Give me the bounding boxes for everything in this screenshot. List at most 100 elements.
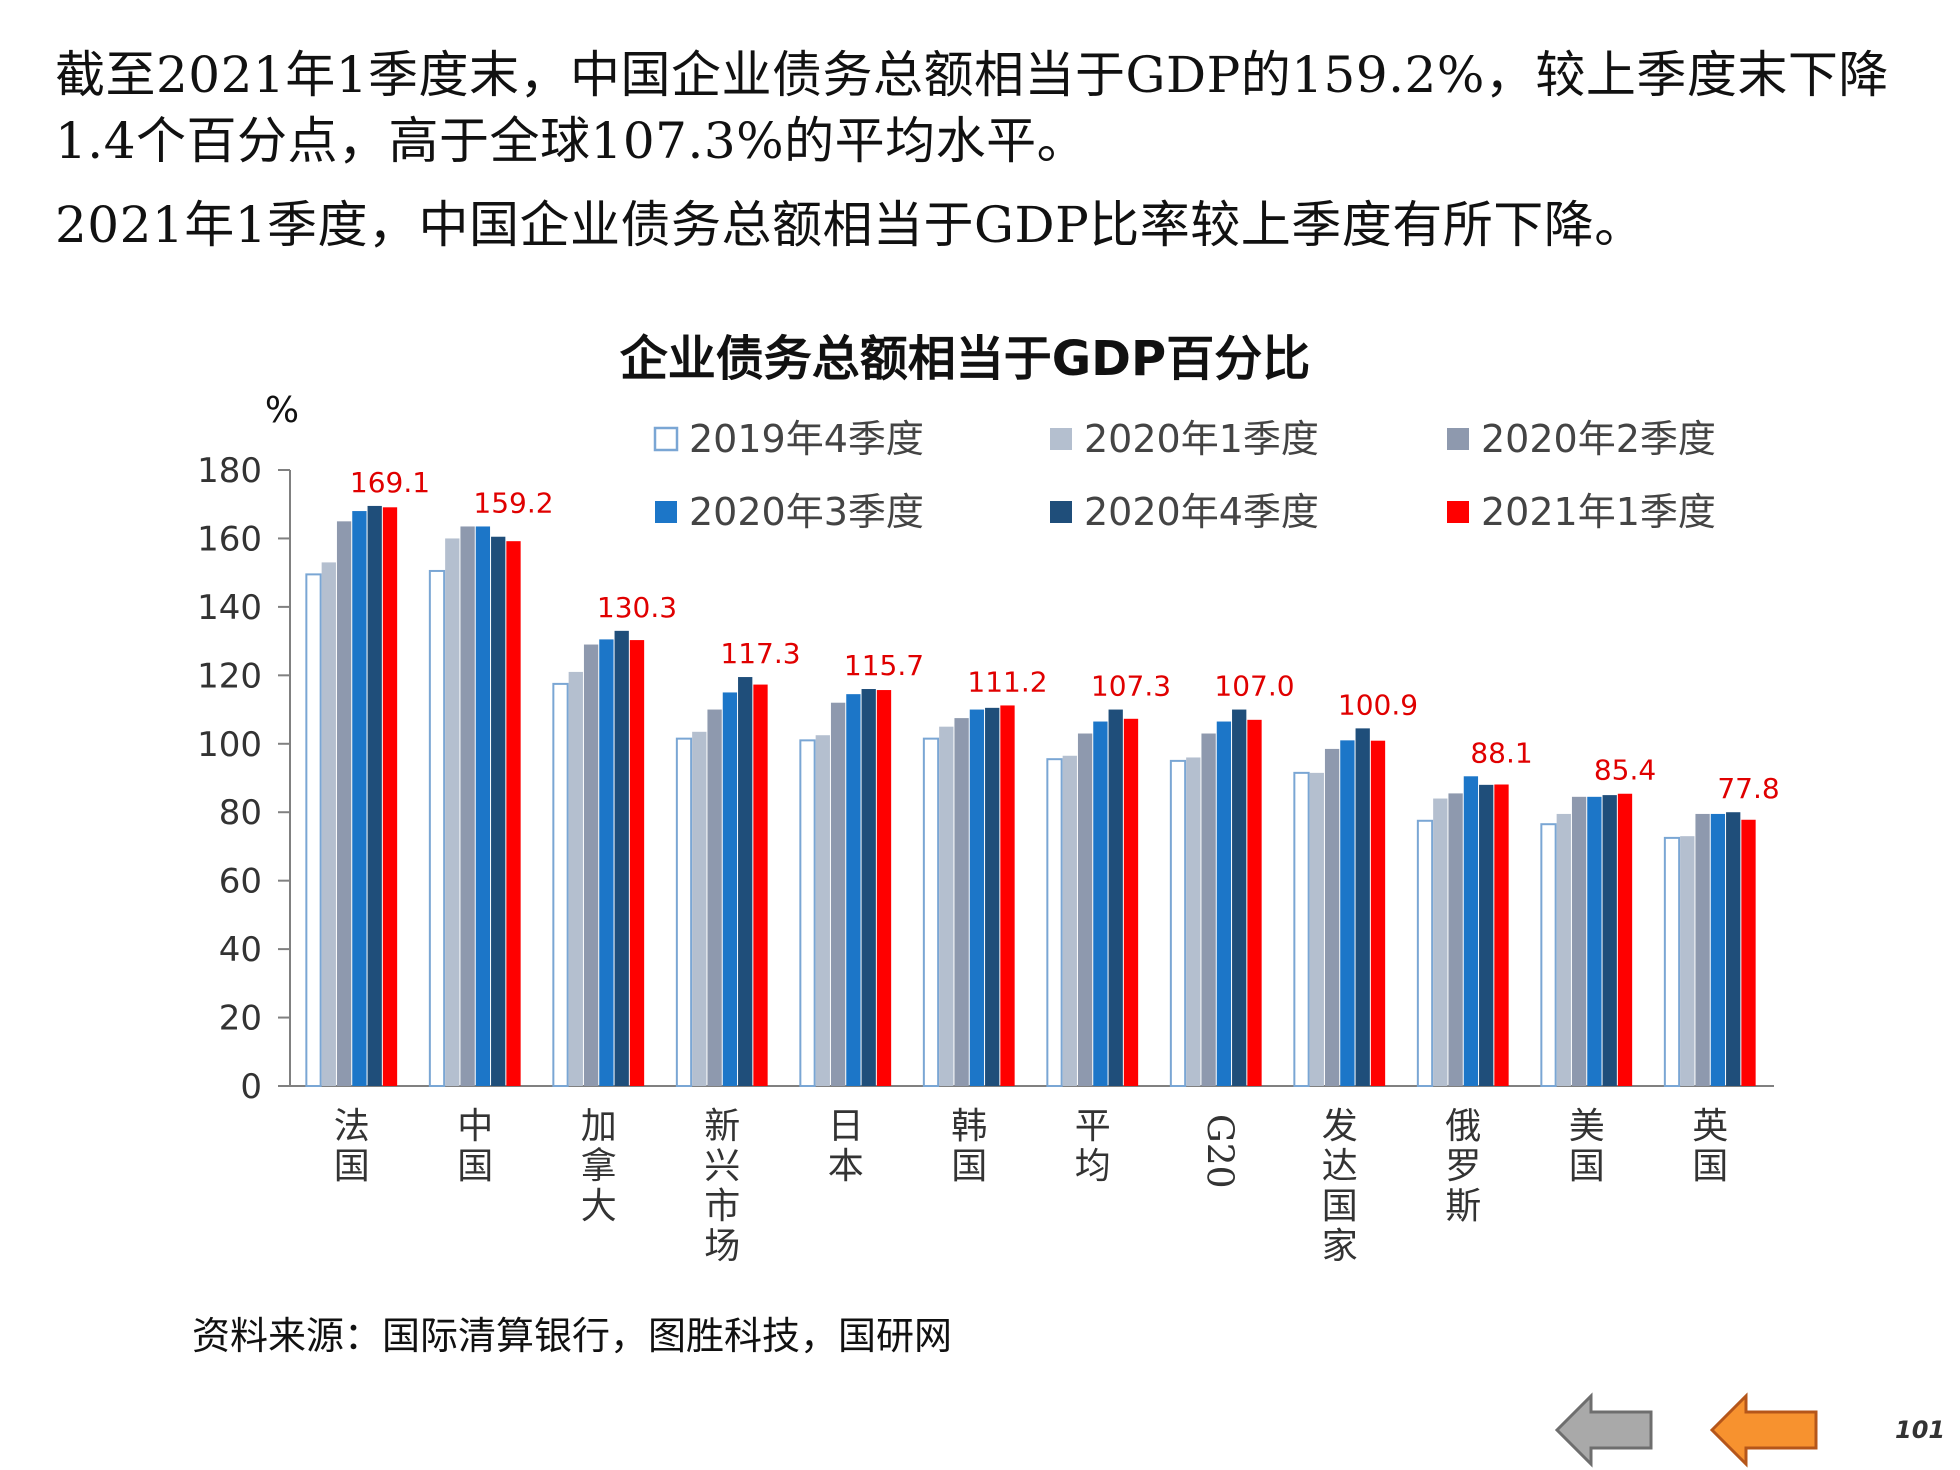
bar-2021年1季度 — [1000, 705, 1015, 1086]
bar-2020年2季度 — [1695, 813, 1710, 1086]
bar-2019年4季度 — [1046, 758, 1063, 1087]
data-label: 111.2 — [967, 665, 1047, 698]
bar-2019年4季度 — [1663, 836, 1681, 1088]
data-label: 107.3 — [1091, 670, 1171, 703]
arrow-left-gray-icon[interactable] — [1555, 1392, 1655, 1468]
y-tick-label: 140 — [197, 588, 262, 628]
bar-2020年3季度 — [1340, 740, 1355, 1086]
category-label: 俄罗斯 — [1445, 1106, 1481, 1227]
bar-2020年1季度 — [692, 731, 707, 1086]
bar-2020年2季度 — [954, 718, 969, 1086]
bar-2021年1季度 — [1617, 793, 1633, 1086]
bar-2020年4季度 — [985, 707, 1000, 1086]
bar-2019年4季度 — [1416, 819, 1434, 1087]
bar-2019年4季度 — [552, 682, 569, 1087]
legend-swatch — [1447, 428, 1469, 450]
bar-2021年1季度 — [382, 507, 398, 1086]
source-note: 资料来源：国际清算银行，图胜科技，国研网 — [192, 1314, 953, 1358]
bar-2020年4季度 — [367, 505, 382, 1086]
bar-2020年3季度 — [1463, 776, 1479, 1086]
y-axis-unit: % — [265, 390, 299, 431]
category-label: 美国 — [1569, 1106, 1605, 1187]
bar-2020年2季度 — [336, 521, 352, 1086]
category-label: G20 — [1198, 1114, 1239, 1189]
bar-2021年1季度 — [1247, 719, 1262, 1086]
bar-2020年2季度 — [1448, 793, 1463, 1086]
bar-chart: 企业债务总额相当于GDP百分比% 0 20 40 60 80 100 120 140 160 180… — [197, 331, 1780, 1267]
data-label: 159.2 — [473, 486, 553, 519]
bar-2020年2季度 — [1571, 796, 1587, 1086]
category-label: 加拿大 — [581, 1106, 617, 1227]
arrow-left-orange-icon[interactable] — [1710, 1392, 1820, 1468]
bar-2019年4季度 — [1293, 771, 1310, 1087]
bar-2020年1季度 — [1309, 772, 1324, 1086]
bar-2020年3季度 — [599, 639, 614, 1086]
legend-label: 2020年3季度 — [689, 490, 924, 534]
bar-2019年4季度 — [1540, 823, 1557, 1087]
data-label: 77.8 — [1717, 772, 1779, 805]
intro-line-1: 截至2021年1季度末，中国企业债务总额相当于GDP的159.2%，较上季度末下… — [55, 46, 1889, 170]
bar-2020年4季度 — [1602, 795, 1617, 1086]
data-label: 169.1 — [350, 466, 430, 499]
bar-2021年1季度 — [629, 640, 645, 1086]
data-label: 130.3 — [597, 591, 677, 624]
bar-2021年1季度 — [1741, 819, 1756, 1086]
category-label: 韩国 — [951, 1106, 987, 1187]
bar-2020年3季度 — [1587, 796, 1602, 1086]
legend-swatch — [653, 426, 679, 452]
y-tick-label: 60 — [219, 862, 262, 902]
bar-2021年1季度 — [506, 541, 521, 1086]
bar-2021年1季度 — [753, 684, 768, 1086]
bar-2020年1季度 — [445, 538, 460, 1086]
bar-2020年4季度 — [861, 689, 876, 1086]
bar-2020年3季度 — [1216, 721, 1232, 1086]
bar-2020年4季度 — [1108, 709, 1123, 1086]
data-label: 100.9 — [1338, 688, 1418, 721]
legend-label: 2020年4季度 — [1084, 490, 1319, 534]
bar-2020年3季度 — [722, 692, 738, 1086]
bar-2021年1季度 — [1370, 740, 1386, 1086]
chart-title: 企业债务总额相当于GDP百分比 — [620, 331, 1310, 387]
bar-2020年4季度 — [491, 536, 506, 1086]
legend-label: 2020年1季度 — [1084, 417, 1319, 461]
legend-swatch — [1050, 428, 1072, 450]
bar-2020年2季度 — [460, 526, 475, 1086]
category-label: 英国 — [1692, 1106, 1728, 1187]
page-number: 101 — [1895, 1416, 1946, 1444]
legend-label: 2020年2季度 — [1481, 417, 1716, 461]
category-label: 法国 — [334, 1106, 370, 1187]
bar-2020年1季度 — [1186, 757, 1201, 1086]
category-label: 日本 — [828, 1106, 864, 1187]
data-label: 107.0 — [1214, 670, 1294, 703]
bar-2020年2季度 — [583, 644, 599, 1086]
intro-text: 截至2021年1季度末，中国企业债务总额相当于GDP的159.2%，较上季度末下… — [55, 42, 1935, 258]
bar-2020年3季度 — [846, 694, 861, 1086]
bar-2020年4季度 — [1479, 784, 1494, 1086]
y-tick-label: 40 — [219, 930, 262, 970]
bar-2019年4季度 — [305, 573, 322, 1087]
y-tick-label: 100 — [197, 725, 262, 765]
legend-swatch — [655, 501, 677, 523]
bar-2020年4季度 — [1232, 709, 1247, 1086]
bar-2020年1季度 — [1556, 813, 1571, 1086]
y-tick-label: 160 — [197, 519, 262, 559]
data-label: 117.3 — [720, 637, 800, 670]
intro-line-2: 2021年1季度，中国企业债务总额相当于GDP比率较上季度有所下降。 — [55, 196, 1645, 254]
bar-2019年4季度 — [1169, 759, 1187, 1087]
bar-2021年1季度 — [1123, 718, 1139, 1086]
y-tick-label: 0 — [240, 1067, 262, 1107]
category-label: 新兴市场 — [704, 1106, 740, 1267]
bar-2020年1季度 — [1062, 755, 1077, 1086]
bar-2020年2季度 — [1077, 733, 1093, 1086]
bar-2020年4季度 — [1726, 812, 1741, 1086]
legend-swatch — [1050, 501, 1072, 523]
bar-2020年1季度 — [939, 726, 954, 1086]
bar-2020年1季度 — [1433, 798, 1448, 1086]
bar-2019年4季度 — [428, 569, 446, 1087]
bar-2020年1季度 — [321, 562, 336, 1086]
bar-2019年4季度 — [922, 737, 940, 1087]
bar-2020年1季度 — [815, 735, 830, 1086]
bar-2019年4季度 — [675, 737, 693, 1087]
bar-2020年3季度 — [475, 526, 491, 1086]
data-label: 115.7 — [844, 649, 924, 682]
